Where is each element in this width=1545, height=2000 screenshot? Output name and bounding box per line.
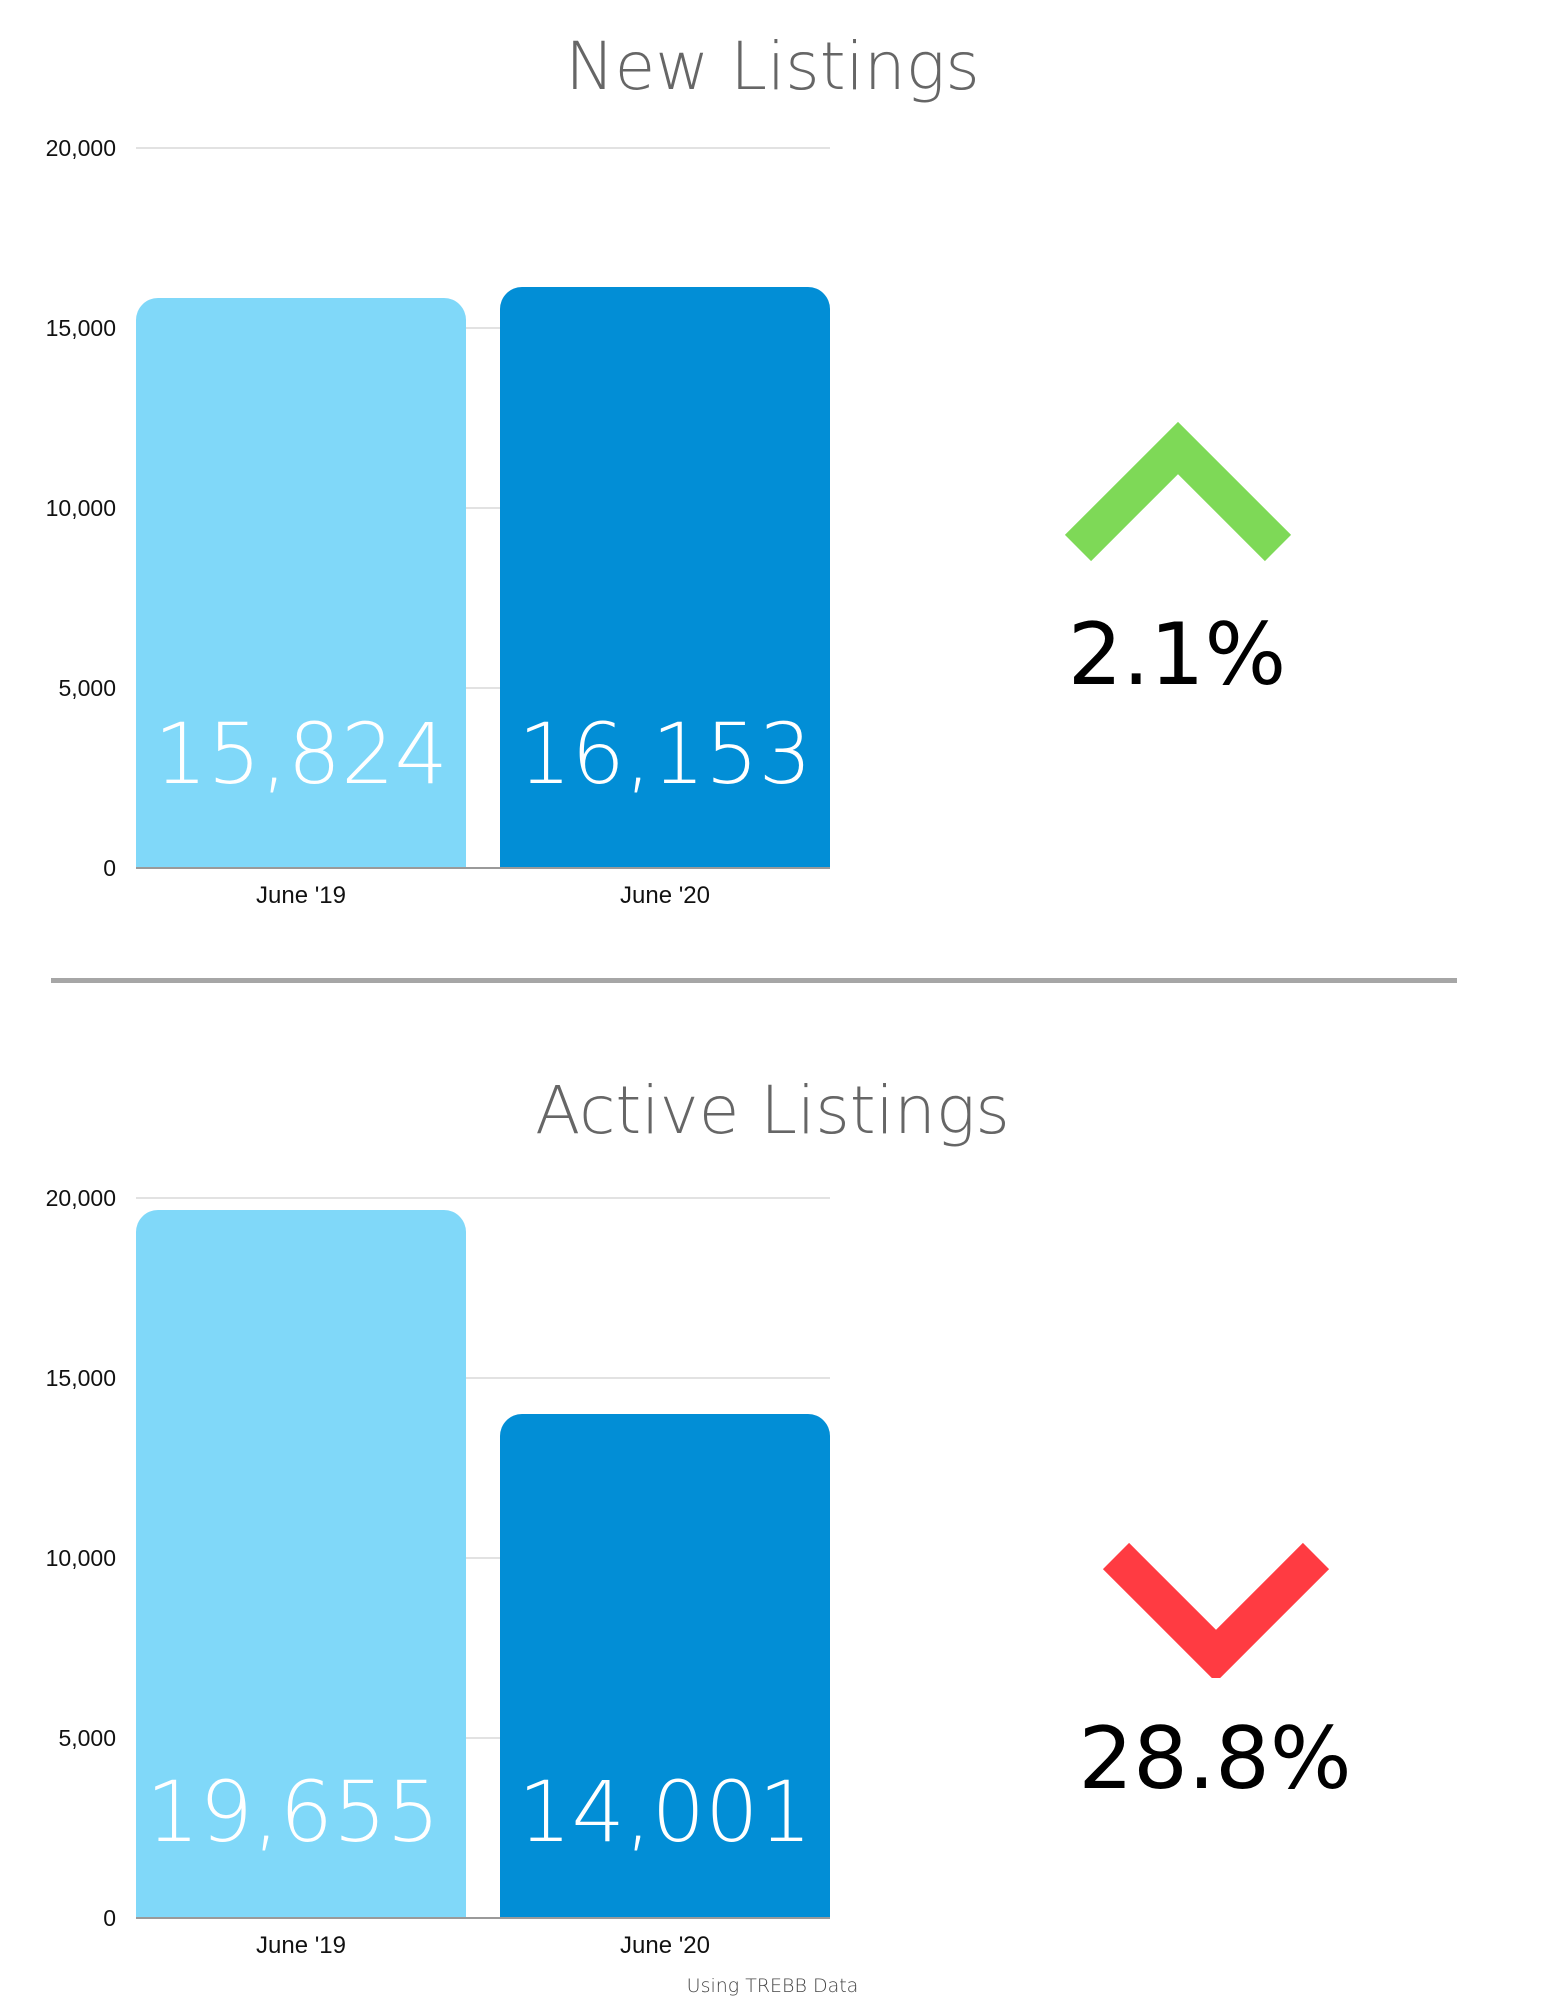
- gridline-20000: [136, 1197, 830, 1199]
- y-tick-label: 0: [103, 1905, 116, 1931]
- section-divider: [51, 978, 1457, 983]
- x-tick-label: June '19: [256, 882, 346, 909]
- bar-june-20: [500, 287, 830, 868]
- gridline-5000: [136, 687, 830, 689]
- gridline-15000: [136, 1377, 830, 1379]
- x-tick-label: June '20: [620, 1932, 710, 1959]
- gridline-10000: [136, 507, 830, 509]
- bar-june-19: [136, 298, 466, 868]
- change-percent-down: 28.8%: [1078, 1709, 1352, 1809]
- bar-value-label: 14,001: [518, 1763, 812, 1861]
- gridline-15000: [136, 327, 830, 329]
- y-tick-label: 15,000: [45, 1365, 116, 1391]
- gridline-10000: [136, 1557, 830, 1559]
- x-axis-line: [136, 867, 830, 869]
- y-tick-label: 20,000: [45, 135, 116, 161]
- bar-june-20: [500, 1414, 830, 1918]
- bar-value-label: 15,824: [154, 705, 448, 803]
- y-tick-label: 15,000: [45, 315, 116, 341]
- bar-value-label: 19,655: [146, 1763, 440, 1861]
- gridline-20000: [136, 147, 830, 149]
- x-tick-label: June '20: [620, 882, 710, 909]
- y-tick-label: 5,000: [58, 1725, 116, 1751]
- y-tick-label: 5,000: [58, 675, 116, 701]
- chevron-up-icon: [1064, 421, 1292, 562]
- x-axis-line: [136, 1917, 830, 1919]
- change-percent-up: 2.1%: [1067, 605, 1287, 705]
- chevron-down-icon: [1102, 1542, 1330, 1678]
- bar-value-label: 16,153: [518, 705, 812, 803]
- y-tick-label: 0: [103, 855, 116, 881]
- chart-title-active-listings: Active Listings: [535, 1072, 1010, 1149]
- y-tick-label: 20,000: [45, 1185, 116, 1211]
- x-tick-label: June '19: [256, 1932, 346, 1959]
- gridline-5000: [136, 1737, 830, 1739]
- data-source-footer: Using TREBB Data: [686, 1975, 859, 1997]
- y-tick-label: 10,000: [45, 1545, 116, 1571]
- chart-title-new-listings: New Listings: [565, 28, 980, 105]
- y-tick-label: 10,000: [45, 495, 116, 521]
- bar-june-19: [136, 1210, 466, 1918]
